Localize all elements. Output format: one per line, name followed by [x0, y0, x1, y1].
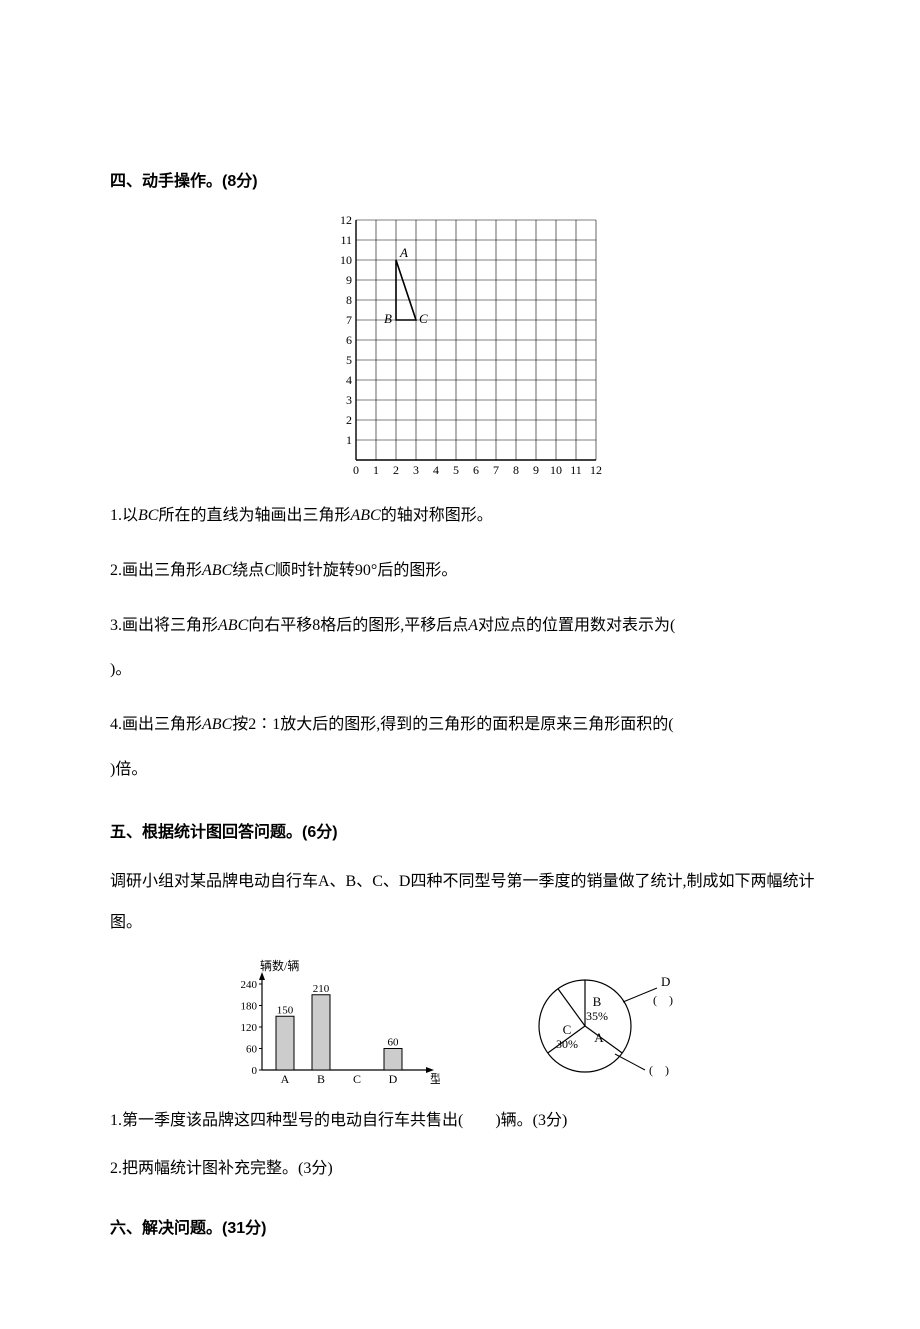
- svg-text:60: 60: [388, 1036, 400, 1048]
- svg-text:6: 6: [346, 333, 352, 347]
- svg-text:( ): ( ): [653, 993, 673, 1007]
- s4-q3-pre: 3.画出将三角形: [110, 617, 218, 634]
- section-6: 六、解决问题。(31分): [110, 1217, 820, 1241]
- section-5-intro: 调研小组对某品牌电动自行车A、B、C、D四种不同型号第一季度的销量做了统计,制成…: [110, 861, 820, 944]
- svg-text:5: 5: [453, 463, 459, 477]
- section-6-title: 六、解决问题。(31分): [110, 1217, 820, 1241]
- svg-text:D: D: [389, 1072, 398, 1086]
- svg-text:180: 180: [241, 1000, 258, 1012]
- svg-text:35%: 35%: [586, 1009, 608, 1023]
- svg-text:4: 4: [346, 373, 352, 387]
- s4-q4-mid: 按2∶1放大后的图形,得到的三角形的面积是原来三角形面积的(: [232, 716, 689, 733]
- s4-q1-mid: 所在的直线为轴画出三角形: [158, 507, 350, 524]
- svg-text:10: 10: [340, 253, 352, 267]
- s4-q1-pre: 1.以: [110, 507, 138, 524]
- grid-figure: 0123456789101112123456789101112ABC: [324, 210, 606, 478]
- svg-text:120: 120: [241, 1022, 258, 1034]
- svg-text:0: 0: [353, 463, 359, 477]
- s4-q3: 3.画出将三角形ABC向右平移8格后的图形,平移后点A对应点的位置用数对表示为(…: [110, 604, 820, 694]
- svg-text:9: 9: [533, 463, 539, 477]
- s4-q4-post: )倍。: [110, 761, 147, 778]
- svg-text:9: 9: [346, 273, 352, 287]
- s4-q2-mid: 绕点: [232, 562, 264, 579]
- section-4: 四、动手操作。(8分) 0123456789101112123456789101…: [110, 170, 820, 793]
- s4-q1-abc: ABC: [350, 507, 380, 524]
- svg-text:辆数/辆: 辆数/辆: [260, 958, 299, 973]
- svg-text:8: 8: [513, 463, 519, 477]
- svg-text:2: 2: [346, 413, 352, 427]
- s5-q1: 1.第一季度该品牌这四种型号的电动自行车共售出( )辆。(3分): [110, 1102, 820, 1140]
- s4-q2-c: C: [264, 562, 275, 579]
- svg-text:4: 4: [433, 463, 439, 477]
- svg-text:A: A: [281, 1072, 290, 1086]
- svg-text:8: 8: [346, 293, 352, 307]
- svg-text:7: 7: [346, 313, 352, 327]
- svg-text:B: B: [384, 311, 392, 326]
- svg-text:30%: 30%: [556, 1037, 578, 1051]
- svg-text:210: 210: [313, 983, 330, 995]
- s4-q2-post: 顺时针旋转90°后的图形。: [275, 562, 457, 579]
- svg-text:11: 11: [570, 463, 582, 477]
- s4-q1: 1.以BC所在的直线为轴画出三角形ABC的轴对称图形。: [110, 494, 820, 539]
- s4-q3-post1: 对应点的位置用数对表示为(: [478, 617, 691, 634]
- s4-q4: 4.画出三角形ABC按2∶1放大后的图形,得到的三角形的面积是原来三角形面积的(…: [110, 703, 820, 793]
- bar-chart: 辆数/辆 0 60 120 180 240 150 A 210 B C 60 D 型号: [220, 958, 440, 1088]
- s4-q1-post: 的轴对称图形。: [381, 507, 493, 524]
- s4-q3-post2: )。: [110, 661, 131, 678]
- svg-text:C: C: [419, 311, 428, 326]
- svg-text:3: 3: [413, 463, 419, 477]
- s4-q3-mid: 向右平移8格后的图形,平移后点: [248, 617, 468, 634]
- svg-text:7: 7: [493, 463, 499, 477]
- svg-text:( ): ( ): [649, 1063, 669, 1077]
- svg-text:10: 10: [550, 463, 562, 477]
- svg-text:A: A: [594, 1030, 604, 1045]
- svg-text:C: C: [353, 1072, 361, 1086]
- svg-text:12: 12: [590, 463, 602, 477]
- s5-q2: 2.把两幅统计图补充完整。(3分): [110, 1150, 820, 1188]
- s4-q3-a: A: [468, 617, 478, 634]
- svg-text:C: C: [563, 1022, 572, 1037]
- charts-row: 辆数/辆060120180240150A210BC60D型号 B35%C30%A…: [110, 958, 820, 1088]
- svg-text:B: B: [593, 994, 602, 1009]
- section-4-title: 四、动手操作。(8分): [110, 170, 820, 194]
- s4-q2-abc: ABC: [202, 562, 232, 579]
- svg-text:11: 11: [340, 233, 352, 247]
- svg-text:60: 60: [246, 1043, 258, 1055]
- svg-text:B: B: [317, 1072, 325, 1086]
- svg-text:1: 1: [346, 433, 352, 447]
- svg-text:1: 1: [373, 463, 379, 477]
- svg-text:0: 0: [252, 1065, 258, 1077]
- s4-q2: 2.画出三角形ABC绕点C顺时针旋转90°后的图形。: [110, 549, 820, 594]
- section-5: 五、根据统计图回答问题。(6分) 调研小组对某品牌电动自行车A、B、C、D四种不…: [110, 821, 820, 1189]
- s4-q3-abc: ABC: [218, 617, 248, 634]
- section-5-title: 五、根据统计图回答问题。(6分): [110, 821, 820, 845]
- svg-text:12: 12: [340, 213, 352, 227]
- pie-chart: B35% C30% A ( ) D ( ): [510, 958, 710, 1088]
- s4-q1-bc: BC: [138, 507, 158, 524]
- svg-text:A: A: [399, 245, 408, 260]
- svg-text:6: 6: [473, 463, 479, 477]
- s4-q4-pre: 4.画出三角形: [110, 716, 202, 733]
- svg-text:150: 150: [277, 1004, 294, 1016]
- svg-text:3: 3: [346, 393, 352, 407]
- grid-figure-wrapper: 0123456789101112123456789101112ABC: [110, 210, 820, 478]
- svg-text:2: 2: [393, 463, 399, 477]
- svg-text:型号: 型号: [430, 1072, 440, 1086]
- svg-text:5: 5: [346, 353, 352, 367]
- svg-text:240: 240: [241, 979, 258, 991]
- svg-text:D: D: [661, 974, 670, 989]
- s4-q2-pre: 2.画出三角形: [110, 562, 202, 579]
- s4-q4-abc: ABC: [202, 716, 232, 733]
